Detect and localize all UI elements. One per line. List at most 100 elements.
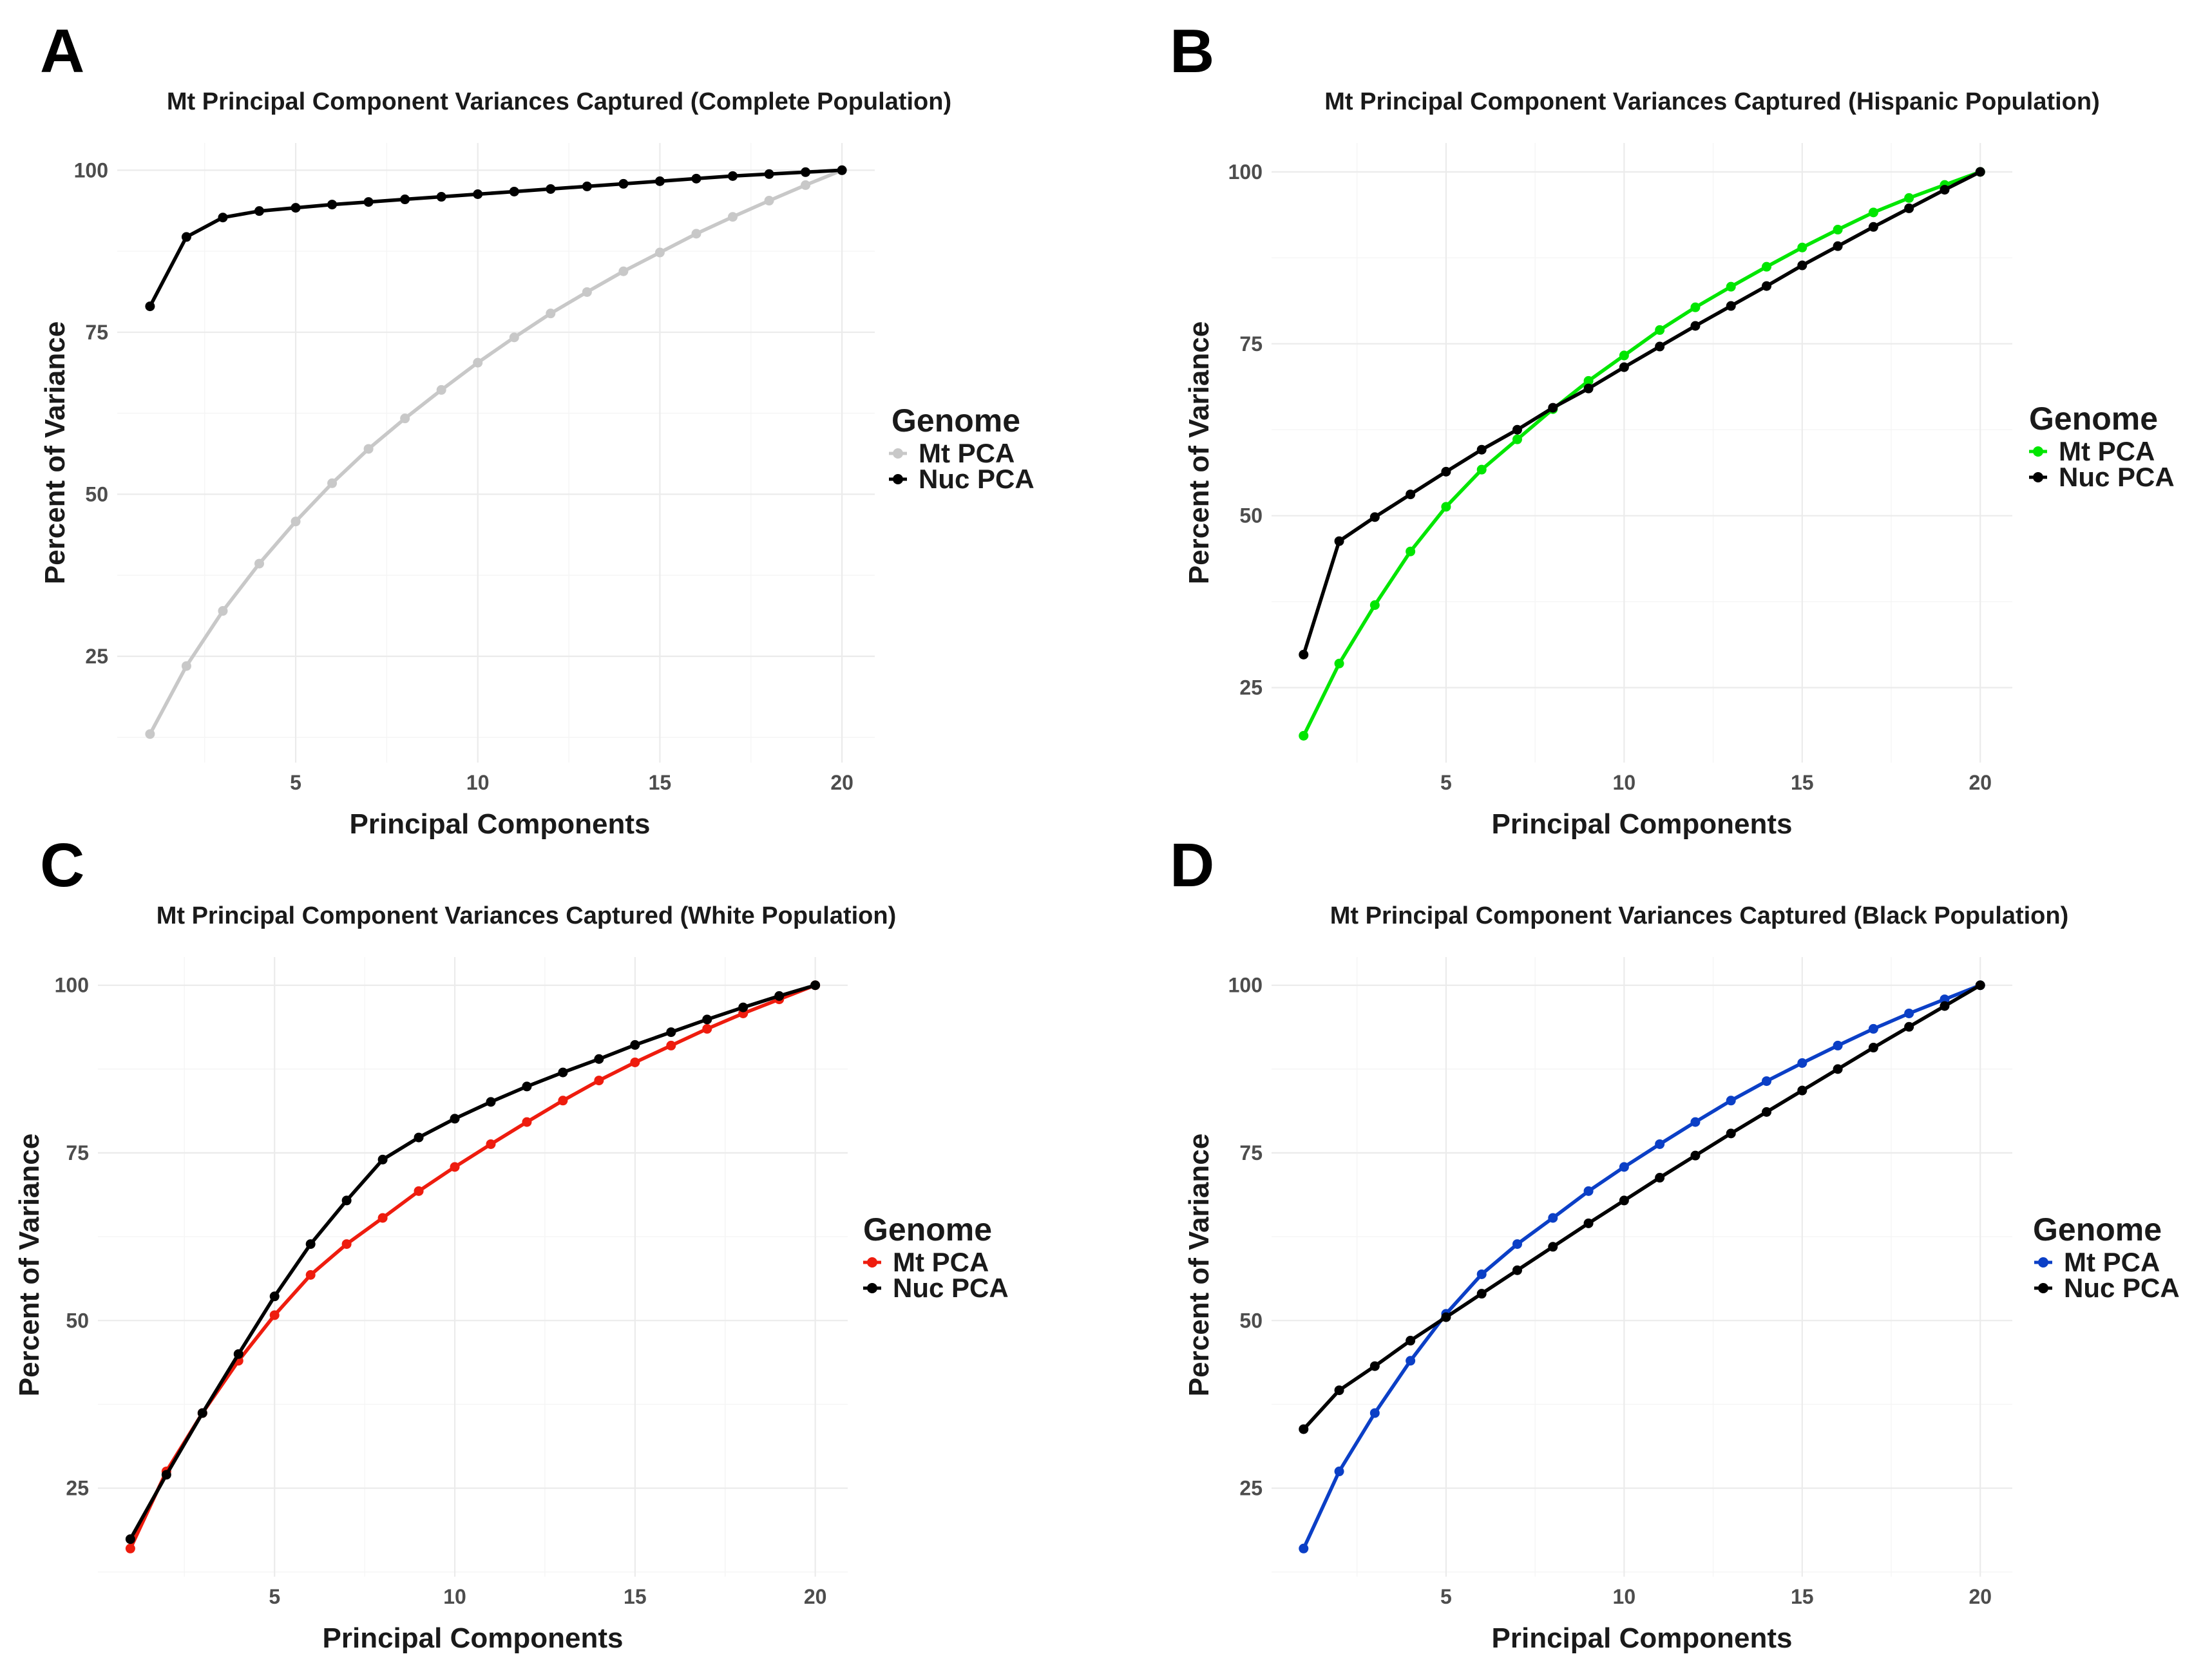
data-point <box>1762 1076 1772 1087</box>
y-tick-label: 25 <box>1239 1477 1263 1500</box>
data-point <box>486 1097 496 1107</box>
x-tick-label: 15 <box>649 771 672 794</box>
data-point <box>291 517 301 527</box>
legend-label: Nuc PCA <box>893 1273 1009 1303</box>
x-tick-label: 15 <box>624 1585 647 1608</box>
data-point <box>218 213 228 223</box>
data-point <box>1406 1356 1416 1366</box>
data-point <box>473 189 483 199</box>
y-axis-title: Percent of Variance <box>39 321 71 584</box>
data-point <box>1512 1239 1522 1249</box>
legend-item: Nuc PCA <box>863 1273 1009 1303</box>
data-point <box>1868 1023 1878 1034</box>
series-line <box>1302 983 1982 1431</box>
x-tick-label: 5 <box>269 1585 280 1608</box>
data-point <box>764 196 774 206</box>
x-tick-label: 20 <box>1969 1585 1992 1608</box>
data-point <box>1548 1242 1558 1252</box>
y-axis-title: Percent of Variance <box>1183 321 1215 584</box>
data-point <box>377 1154 388 1164</box>
panel-letter: B <box>1170 17 1214 86</box>
data-point <box>1299 649 1309 660</box>
data-point <box>1619 362 1629 372</box>
data-point <box>509 332 519 343</box>
legend-key-point <box>893 448 903 459</box>
data-point <box>1583 1218 1594 1228</box>
legend-item: Nuc PCA <box>889 464 1034 494</box>
data-point <box>522 1081 532 1092</box>
legend-key-point <box>2038 1283 2048 1293</box>
x-tick-label: 10 <box>1613 1585 1636 1608</box>
legend-item: Mt PCA <box>889 438 1015 468</box>
data-point <box>546 309 556 319</box>
data-point <box>1583 375 1594 386</box>
data-point <box>1868 222 1878 232</box>
data-point <box>363 197 374 207</box>
x-tick-label: 10 <box>1613 771 1636 794</box>
panel-letter: C <box>40 831 84 900</box>
y-tick-label: 75 <box>1239 332 1263 356</box>
y-tick-label: 50 <box>66 1309 89 1332</box>
data-point <box>1406 489 1416 500</box>
data-point <box>1975 980 1985 991</box>
data-point <box>1476 464 1487 475</box>
data-point <box>161 1470 171 1480</box>
y-tick-label: 75 <box>66 1141 89 1164</box>
legend-title: Genome <box>863 1211 992 1248</box>
data-point <box>1369 512 1380 522</box>
gridlines <box>117 143 875 763</box>
data-point <box>728 171 738 181</box>
legend-item: Mt PCA <box>863 1247 989 1277</box>
data-point <box>145 729 155 739</box>
data-point <box>654 176 665 186</box>
data-point <box>1833 1064 1843 1074</box>
data-point <box>1797 1058 1807 1068</box>
chart-title: Mt Principal Component Variances Capture… <box>157 902 897 929</box>
data-point <box>1904 203 1914 213</box>
data-point <box>377 1213 388 1223</box>
data-point <box>1762 281 1772 291</box>
data-point <box>1904 1021 1914 1032</box>
data-point <box>1334 536 1344 546</box>
data-point <box>666 1040 676 1050</box>
data-point <box>1904 193 1914 203</box>
series-line <box>1302 170 1982 657</box>
data-point <box>801 167 811 177</box>
data-point <box>509 186 519 196</box>
series-line <box>148 168 844 736</box>
panel-letter: A <box>40 17 84 86</box>
panel-d: D Mt Principal Component Variances Captur… <box>1170 831 2180 1654</box>
data-point <box>1441 466 1451 477</box>
data-point <box>630 1040 640 1050</box>
x-tick-label: 5 <box>1440 1585 1452 1608</box>
data-point <box>691 173 701 184</box>
legend-key-point <box>2033 446 2043 457</box>
x-tick-label: 10 <box>466 771 490 794</box>
data-point <box>197 1408 207 1418</box>
data-point <box>582 287 592 297</box>
data-point <box>1940 994 1950 1005</box>
y-tick-label: 50 <box>1239 1309 1263 1332</box>
data-point <box>436 192 446 202</box>
data-point <box>1334 1385 1344 1396</box>
data-point <box>1726 301 1736 311</box>
series-mt-pca <box>145 165 847 739</box>
x-tick-label: 5 <box>290 771 301 794</box>
data-point <box>341 1239 352 1249</box>
legend-label: Mt PCA <box>919 438 1015 468</box>
y-tick-label: 100 <box>1228 160 1263 184</box>
data-point <box>400 413 410 424</box>
data-point <box>1406 1336 1416 1346</box>
legend-key-point <box>893 474 903 484</box>
chart-title: Mt Principal Component Variances Capture… <box>1324 88 2100 115</box>
x-tick-label: 20 <box>804 1585 827 1608</box>
data-point <box>1690 321 1701 331</box>
legend-key-point <box>867 1283 877 1293</box>
data-point <box>145 301 155 312</box>
data-point <box>801 180 811 190</box>
data-point <box>1548 1213 1558 1223</box>
data-point <box>1690 302 1701 312</box>
